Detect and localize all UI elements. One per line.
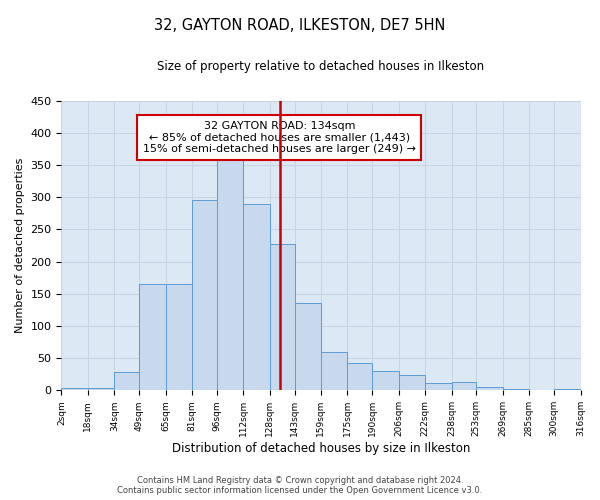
- Bar: [321, 352, 347, 391]
- Text: 32 GAYTON ROAD: 134sqm
← 85% of detached houses are smaller (1,443)
15% of semi-: 32 GAYTON ROAD: 134sqm ← 85% of detached…: [143, 121, 416, 154]
- Bar: [166, 284, 192, 391]
- Bar: [372, 371, 398, 390]
- Bar: [115, 372, 139, 390]
- Bar: [425, 382, 452, 390]
- Bar: [88, 388, 115, 390]
- Y-axis label: Number of detached properties: Number of detached properties: [15, 158, 25, 333]
- Bar: [270, 244, 295, 390]
- Bar: [503, 389, 529, 390]
- Bar: [61, 388, 88, 390]
- Bar: [554, 389, 581, 390]
- Bar: [452, 382, 476, 390]
- Bar: [295, 304, 321, 390]
- Bar: [243, 204, 270, 390]
- Bar: [139, 284, 166, 391]
- Text: 32, GAYTON ROAD, ILKESTON, DE7 5HN: 32, GAYTON ROAD, ILKESTON, DE7 5HN: [154, 18, 446, 32]
- Bar: [476, 387, 503, 390]
- Bar: [192, 200, 217, 390]
- Bar: [398, 375, 425, 390]
- X-axis label: Distribution of detached houses by size in Ilkeston: Distribution of detached houses by size …: [172, 442, 470, 455]
- Bar: [347, 364, 372, 390]
- Title: Size of property relative to detached houses in Ilkeston: Size of property relative to detached ho…: [157, 60, 485, 73]
- Text: Contains HM Land Registry data © Crown copyright and database right 2024.
Contai: Contains HM Land Registry data © Crown c…: [118, 476, 482, 495]
- Bar: [217, 152, 243, 390]
